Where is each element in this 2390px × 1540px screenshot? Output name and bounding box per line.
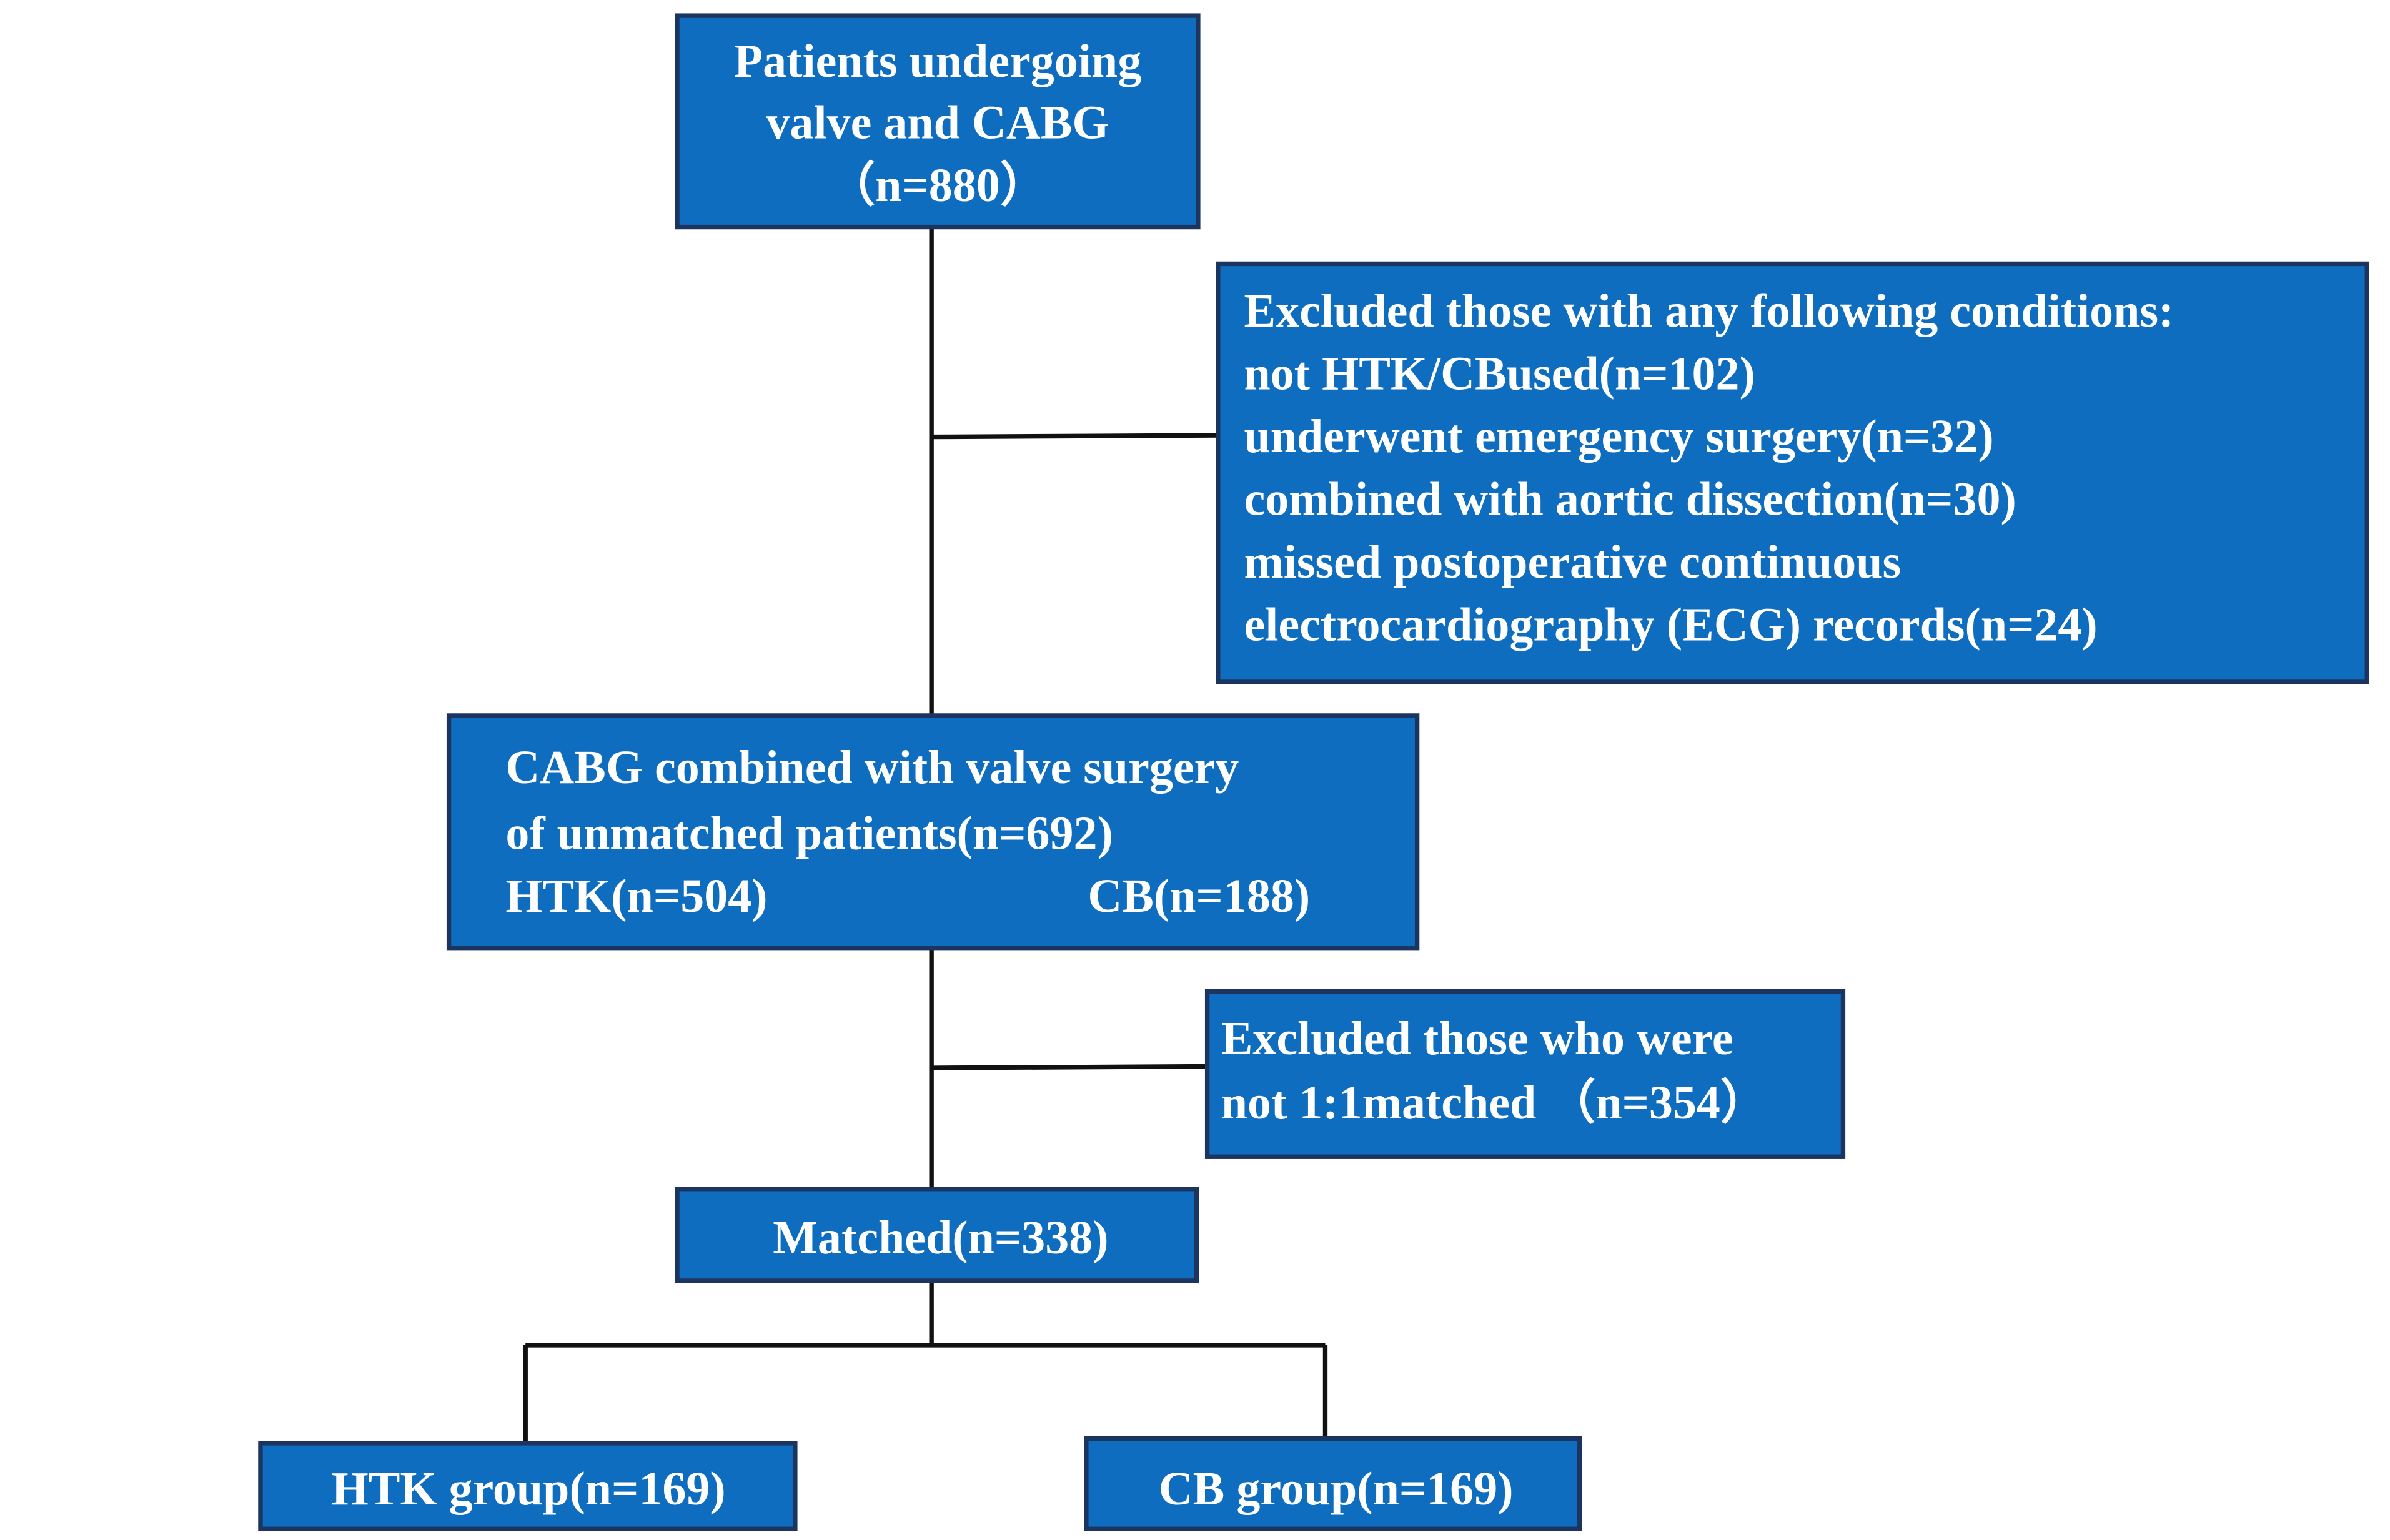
node-text: HTK group(n=169)	[332, 1463, 726, 1515]
node-box	[675, 13, 1201, 230]
node-text: HTK(n=504)	[505, 870, 767, 922]
node-box	[1216, 261, 2369, 684]
node-text: CB(n=188)	[1088, 870, 1310, 922]
node-box	[258, 1441, 798, 1531]
node-box	[1204, 989, 1846, 1159]
node-text: （n=880）	[828, 159, 1048, 212]
node-text: not HTK/CBused(n=102)	[1244, 348, 1755, 400]
connectors	[523, 227, 1328, 1443]
node-text: Excluded those who were	[1221, 1012, 1733, 1065]
connector	[931, 433, 1218, 440]
node-text: not 1:1matched （n=354）	[1221, 1077, 1768, 1129]
connector	[931, 1064, 1207, 1070]
node-text: Excluded those with any following condit…	[1244, 285, 2174, 337]
node-box	[1084, 1436, 1582, 1531]
node-text: combined with aortic dissection(n=30)	[1244, 473, 2016, 526]
node-text: CABG combined with valve surgery	[505, 741, 1239, 794]
node-text: CB group(n=169)	[1159, 1463, 1514, 1515]
node-text: electrocardiography (ECG) records(n=24)	[1244, 599, 2097, 651]
node-box	[675, 1187, 1199, 1283]
node-text: of unmatched patients(n=692)	[505, 807, 1113, 859]
node-box	[446, 713, 1420, 951]
node-text: underwent emergency surgery(n=32)	[1244, 410, 1993, 463]
node-text: Patients undergoing	[734, 35, 1142, 87]
node-text: missed postoperative continuous	[1244, 536, 1901, 588]
node-text: Matched(n=338)	[773, 1212, 1108, 1264]
node-text: valve and CABG	[766, 96, 1109, 149]
